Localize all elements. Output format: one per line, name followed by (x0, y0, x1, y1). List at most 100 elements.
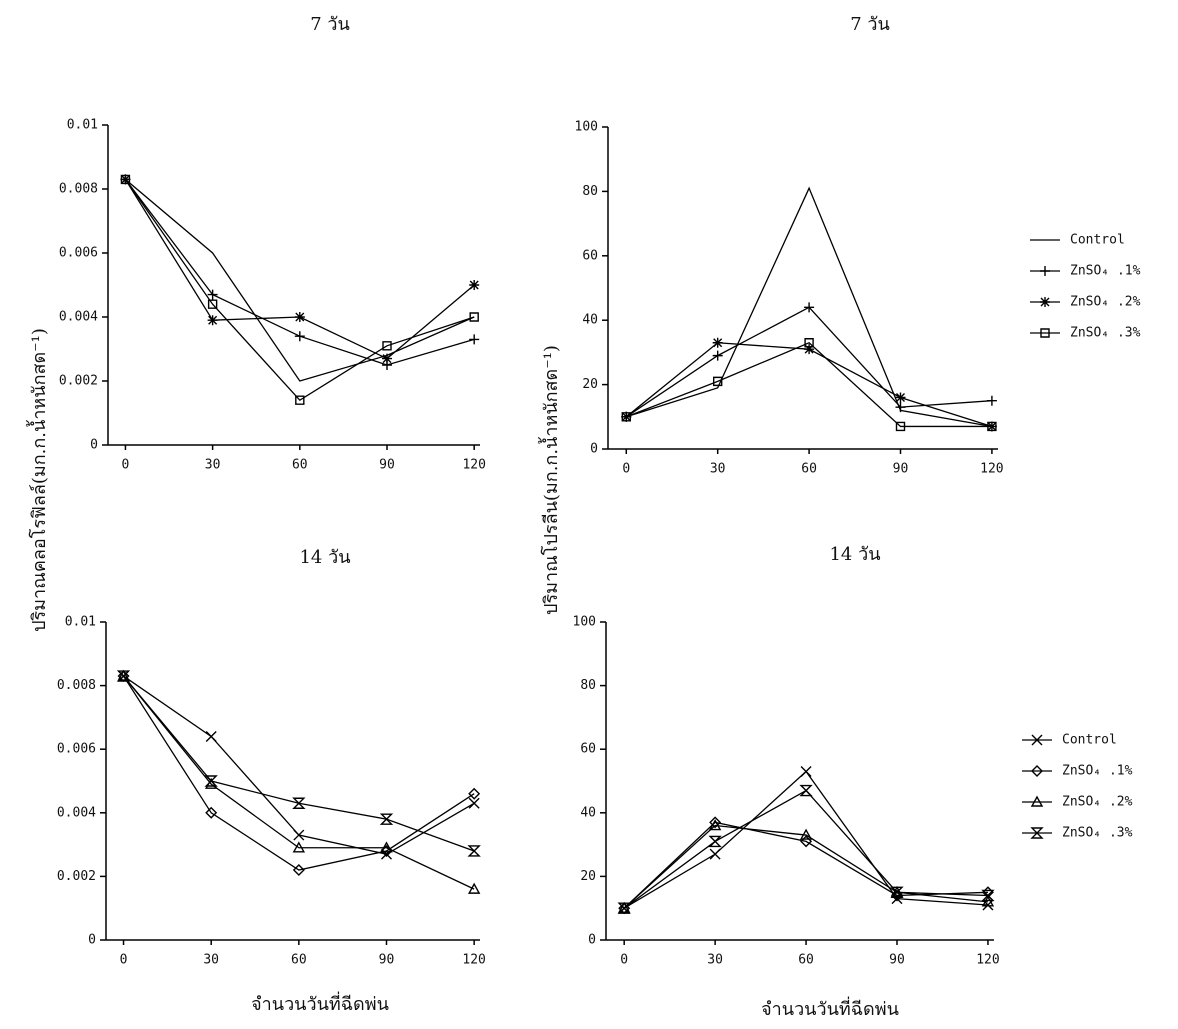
marker (468, 787, 481, 800)
x-tick-label: 30 (203, 953, 219, 968)
y-tick-label: 0 (590, 442, 598, 457)
chart-title: 7 วัน (310, 14, 350, 35)
marker (469, 312, 479, 322)
marker (382, 353, 392, 364)
x-axis-label: จำนวนวันที่ฉีดพ่น (761, 996, 899, 1020)
marker (712, 376, 723, 387)
y-tick-label: 80 (580, 678, 596, 693)
marker (293, 829, 305, 841)
marker (382, 341, 392, 351)
marker (890, 886, 904, 898)
x-tick-label: 60 (291, 953, 307, 968)
marker (294, 312, 305, 322)
marker (709, 848, 721, 860)
x-tick-label: 0 (120, 953, 128, 968)
y-tick-label: 0.002 (59, 374, 98, 389)
marker (205, 730, 217, 742)
y-axis-label: ปริมาณโปรลีน(มก.ก.น้ำหนักสด⁻¹) (538, 345, 562, 615)
legend-label: Control (1070, 233, 1125, 248)
x-tick-label: 120 (976, 953, 999, 968)
marker (1030, 827, 1044, 839)
marker (292, 841, 306, 853)
data-line (122, 675, 475, 871)
legend-label: ZnSO₄ .2% (1062, 795, 1133, 810)
data-line (123, 675, 475, 890)
x-tick-label: 60 (292, 458, 308, 473)
marker (895, 392, 906, 403)
y-tick-label: 20 (582, 377, 598, 392)
x-tick-label: 120 (462, 458, 485, 473)
marker (294, 331, 305, 342)
x-tick-label: 60 (798, 953, 814, 968)
marker (708, 819, 722, 831)
data-line (125, 178, 475, 382)
x-tick-label: 120 (462, 953, 485, 968)
marker (981, 889, 995, 902)
y-tick-label: 0.008 (57, 678, 96, 693)
marker (380, 841, 393, 853)
x-tick-label: 0 (622, 462, 630, 477)
x-tick-label: 90 (889, 953, 905, 968)
marker (712, 337, 723, 348)
y-axis-label: ปริมาณคลอโรฟิลล์(มก.ก.น้ำหนักสด⁻¹) (26, 328, 50, 632)
marker (621, 412, 631, 422)
marker (204, 775, 218, 787)
legend-label: ZnSO₄ .3% (1062, 826, 1133, 841)
marker (1040, 297, 1050, 307)
y-tick-label: 0.004 (57, 805, 96, 820)
x-tick-label: 90 (379, 953, 395, 968)
data-line (123, 675, 475, 852)
marker (804, 344, 815, 355)
x-tick-label: 90 (379, 458, 395, 473)
y-tick-label: 0 (88, 933, 96, 948)
marker (800, 765, 812, 777)
y-tick-label: 20 (580, 869, 596, 884)
y-tick-label: 0.01 (67, 118, 98, 133)
marker (295, 395, 305, 405)
x-tick-label: 0 (122, 458, 130, 473)
marker (292, 797, 306, 809)
y-tick-label: 0.002 (57, 869, 96, 884)
x-tick-label: 120 (980, 462, 1003, 477)
y-tick-label: 0 (588, 933, 596, 948)
data-line (626, 186, 993, 428)
legend-label: ZnSO₄ .2% (1070, 295, 1141, 310)
x-tick-label: 30 (707, 953, 723, 968)
marker (117, 669, 130, 681)
marker (207, 315, 218, 326)
y-tick-label: 60 (580, 742, 596, 757)
y-tick-label: 0.006 (59, 246, 98, 261)
data-line (625, 306, 992, 418)
data-line (623, 770, 988, 909)
marker (895, 421, 906, 432)
marker (469, 334, 480, 345)
x-axis-label: จำนวนวันที่ฉีดพ่น (251, 991, 389, 1015)
y-tick-label: 60 (582, 248, 598, 263)
data-line (623, 824, 989, 909)
marker (708, 835, 722, 848)
marker (621, 411, 632, 422)
data-line (626, 341, 992, 428)
y-tick-label: 40 (580, 805, 596, 820)
y-tick-label: 80 (582, 184, 598, 199)
y-tick-label: 40 (582, 313, 598, 328)
legend-label: ZnSO₄ .1% (1070, 264, 1141, 279)
y-tick-label: 0.008 (59, 182, 98, 197)
x-tick-label: 90 (893, 462, 909, 477)
marker (709, 816, 722, 829)
data-line (124, 179, 475, 402)
marker (205, 806, 218, 819)
marker (207, 289, 218, 300)
y-tick-label: 0.01 (65, 615, 96, 630)
x-tick-label: 60 (801, 462, 817, 477)
marker (120, 174, 131, 185)
marker (1030, 795, 1044, 807)
marker (804, 302, 815, 313)
data-line (623, 821, 988, 909)
marker (986, 395, 997, 406)
legend-label: ZnSO₄ .1% (1062, 764, 1133, 779)
y-tick-label: 0 (90, 438, 98, 453)
marker (712, 350, 723, 361)
